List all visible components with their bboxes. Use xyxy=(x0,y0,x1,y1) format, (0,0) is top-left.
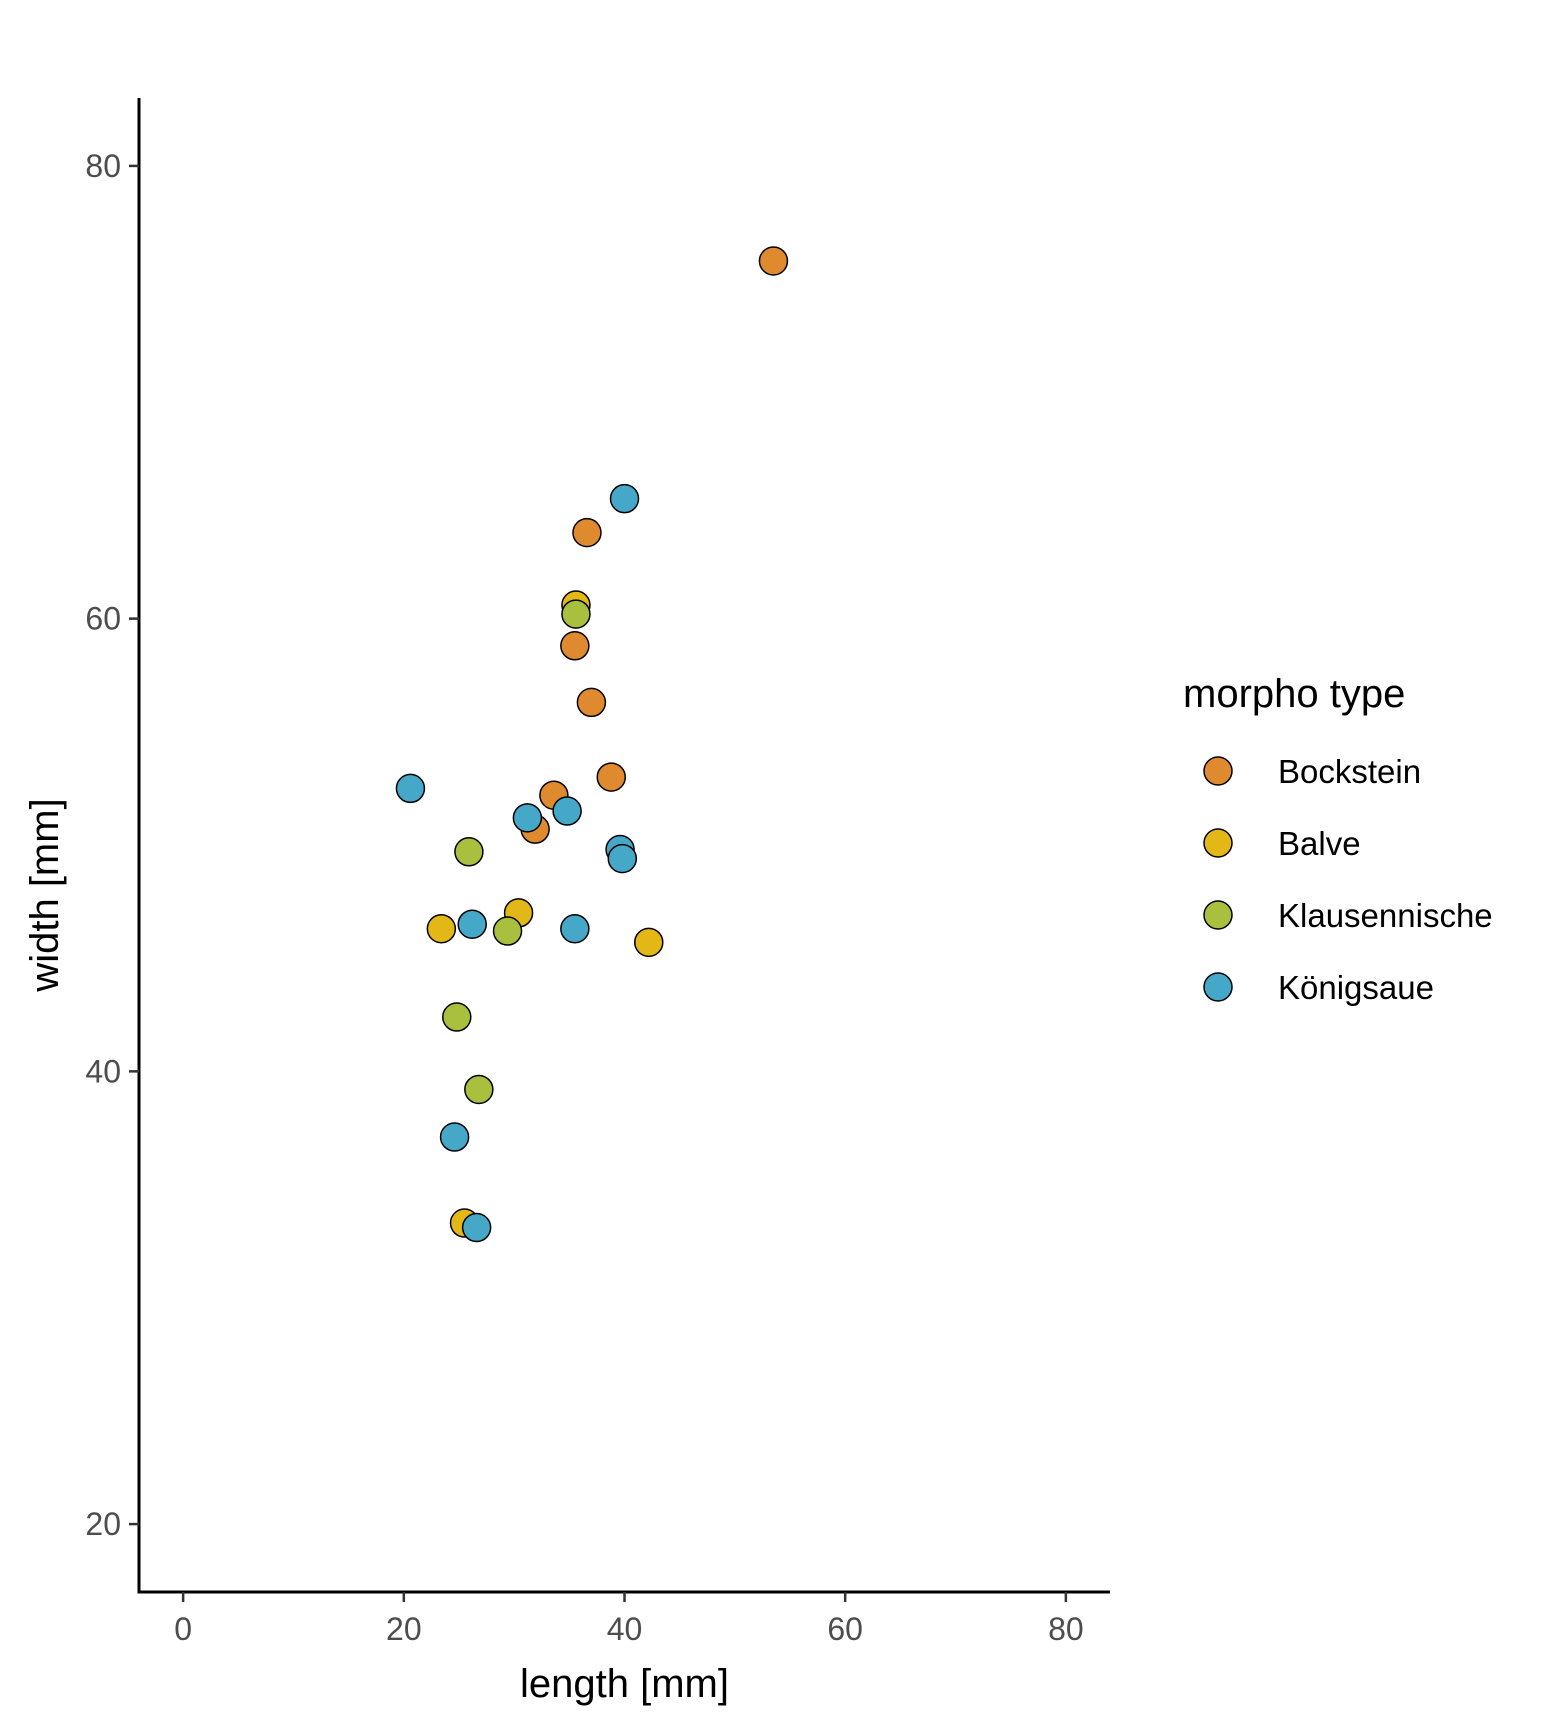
data-point xyxy=(560,631,590,661)
legend-item: Klausennische xyxy=(1203,897,1493,934)
data-point xyxy=(576,687,607,718)
data-point xyxy=(634,927,664,958)
y-tick-label: 40 xyxy=(85,1053,121,1089)
axes: 0 20 40 60 80 20 40 60 80 xyxy=(85,98,1110,1647)
data-point xyxy=(560,914,590,944)
x-axis-ticks: 0 20 40 60 80 xyxy=(174,1592,1084,1647)
data-points xyxy=(395,246,789,1243)
data-point xyxy=(442,1002,472,1032)
legend-key xyxy=(1203,900,1233,930)
legend-label: Königsaue xyxy=(1278,969,1434,1006)
legend-key xyxy=(1203,828,1233,858)
y-tick-label: 20 xyxy=(85,1506,121,1542)
legend-label: Bockstein xyxy=(1278,753,1421,790)
legend-label: Klausennische xyxy=(1278,897,1493,934)
x-tick-label: 20 xyxy=(386,1611,422,1647)
data-point xyxy=(609,483,640,514)
data-point xyxy=(461,1212,492,1243)
legend-label: Balve xyxy=(1278,825,1361,862)
data-point xyxy=(607,843,638,874)
data-point xyxy=(439,1122,470,1152)
data-point xyxy=(492,916,523,946)
y-tick-label: 60 xyxy=(85,601,121,637)
data-point xyxy=(572,517,602,548)
legend-item: Balve xyxy=(1203,825,1361,862)
x-tick-label: 0 xyxy=(174,1611,192,1647)
x-tick-label: 40 xyxy=(607,1611,643,1647)
data-point xyxy=(464,1074,494,1105)
data-point xyxy=(561,599,591,629)
y-tick-label: 80 xyxy=(85,148,121,184)
legend: morpho type Bockstein Balve Klausennische K… xyxy=(1183,672,1493,1006)
data-point xyxy=(395,773,426,804)
x-tick-label: 60 xyxy=(827,1611,863,1647)
legend-title: morpho type xyxy=(1183,672,1405,716)
x-axis-title: length [mm] xyxy=(520,1662,729,1706)
data-point xyxy=(596,762,627,792)
legend-item: Bockstein xyxy=(1203,753,1421,790)
legend-item: Königsaue xyxy=(1203,969,1434,1006)
data-point xyxy=(454,837,484,867)
data-point xyxy=(512,803,543,833)
data-point xyxy=(758,246,789,276)
legend-key xyxy=(1203,972,1233,1002)
data-point xyxy=(552,796,582,826)
legend-key xyxy=(1203,756,1233,786)
legend-items: Bockstein Balve Klausennische Königsaue xyxy=(1203,753,1493,1006)
y-axis-ticks: 20 40 60 80 xyxy=(85,148,139,1542)
x-tick-label: 80 xyxy=(1048,1611,1084,1647)
y-axis-title: width [mm] xyxy=(23,798,67,992)
data-point xyxy=(457,909,487,939)
data-point xyxy=(426,914,457,944)
